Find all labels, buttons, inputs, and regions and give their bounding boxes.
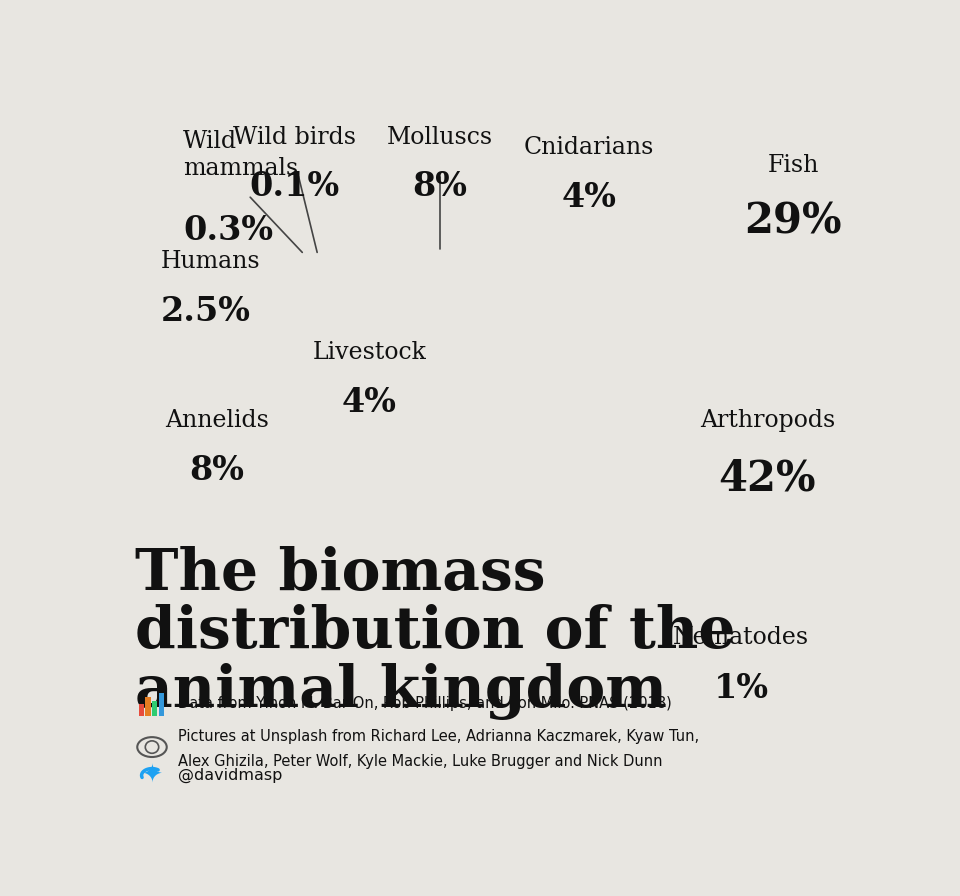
Text: 0.3%: 0.3% (183, 214, 274, 247)
Bar (145, 697, 151, 716)
Text: Fish: Fish (768, 153, 819, 177)
Text: Livestock: Livestock (312, 341, 426, 364)
Text: 0.1%: 0.1% (250, 169, 340, 202)
Text: @davidmasp: @davidmasp (178, 768, 282, 783)
Text: 4%: 4% (562, 181, 616, 214)
Text: 2.5%: 2.5% (161, 295, 251, 328)
Bar (138, 703, 144, 716)
Text: Alex Ghizila, Peter Wolf, Kyle Mackie, Luke Brugger and Nick Dunn: Alex Ghizila, Peter Wolf, Kyle Mackie, L… (178, 754, 662, 769)
Text: 8%: 8% (413, 169, 468, 202)
Text: Nematodes: Nematodes (673, 626, 809, 649)
Text: 8%: 8% (189, 454, 244, 487)
Text: 1%: 1% (713, 672, 769, 705)
Text: Humans: Humans (161, 250, 260, 273)
Text: 29%: 29% (745, 201, 842, 243)
Text: animal kingdom: animal kingdom (134, 663, 667, 719)
Text: Arthropods: Arthropods (700, 409, 835, 432)
Text: Pictures at Unsplash from Richard Lee, Adrianna Kaczmarek, Kyaw Tun,: Pictures at Unsplash from Richard Lee, A… (178, 728, 699, 744)
Text: Data from Yinon M. Bar-On, Rob Phillips, and Ron Milo. PNAS (2018): Data from Yinon M. Bar-On, Rob Phillips,… (178, 696, 672, 711)
Bar (152, 701, 157, 716)
Text: Molluscs: Molluscs (387, 126, 493, 149)
Text: ✦: ✦ (141, 763, 162, 788)
Text: Wild
mammals: Wild mammals (183, 130, 299, 180)
Text: 4%: 4% (342, 386, 396, 419)
Bar (158, 694, 164, 716)
Text: Wild birds: Wild birds (233, 126, 356, 149)
Text: distribution of the: distribution of the (134, 604, 735, 660)
Text: Cnidarians: Cnidarians (523, 136, 654, 159)
Text: Annelids: Annelids (165, 409, 269, 432)
Text: 42%: 42% (718, 457, 816, 499)
Text: The biomass: The biomass (134, 546, 545, 601)
